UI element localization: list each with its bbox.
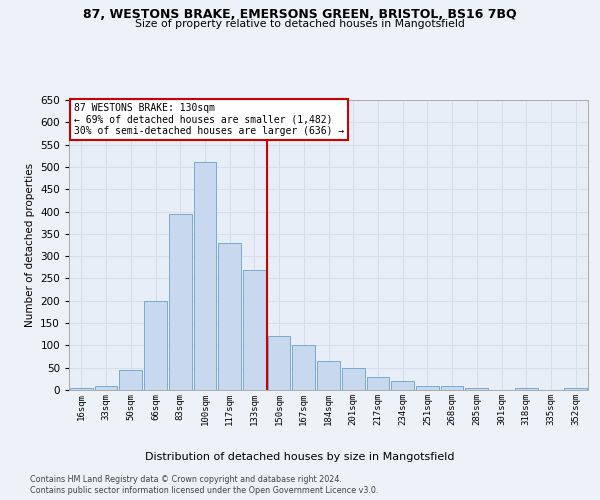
Bar bbox=[144, 301, 167, 390]
Bar bbox=[218, 243, 241, 390]
Text: Size of property relative to detached houses in Mangotsfield: Size of property relative to detached ho… bbox=[135, 19, 465, 29]
Bar bbox=[391, 381, 414, 390]
Bar bbox=[466, 388, 488, 390]
Bar bbox=[317, 361, 340, 390]
Bar bbox=[169, 214, 191, 390]
Y-axis label: Number of detached properties: Number of detached properties bbox=[25, 163, 35, 327]
Bar bbox=[416, 386, 439, 390]
Bar bbox=[367, 376, 389, 390]
Bar bbox=[515, 388, 538, 390]
Bar bbox=[268, 336, 290, 390]
Bar bbox=[70, 388, 93, 390]
Bar bbox=[564, 388, 587, 390]
Text: 87 WESTONS BRAKE: 130sqm
← 69% of detached houses are smaller (1,482)
30% of sem: 87 WESTONS BRAKE: 130sqm ← 69% of detach… bbox=[74, 103, 344, 136]
Text: Contains public sector information licensed under the Open Government Licence v3: Contains public sector information licen… bbox=[30, 486, 379, 495]
Bar bbox=[243, 270, 266, 390]
Bar bbox=[95, 386, 118, 390]
Bar bbox=[194, 162, 216, 390]
Bar bbox=[119, 370, 142, 390]
Text: Distribution of detached houses by size in Mangotsfield: Distribution of detached houses by size … bbox=[145, 452, 455, 462]
Bar bbox=[342, 368, 365, 390]
Text: 87, WESTONS BRAKE, EMERSONS GREEN, BRISTOL, BS16 7BQ: 87, WESTONS BRAKE, EMERSONS GREEN, BRIST… bbox=[83, 8, 517, 20]
Bar bbox=[292, 346, 315, 390]
Text: Contains HM Land Registry data © Crown copyright and database right 2024.: Contains HM Land Registry data © Crown c… bbox=[30, 475, 342, 484]
Bar bbox=[441, 386, 463, 390]
